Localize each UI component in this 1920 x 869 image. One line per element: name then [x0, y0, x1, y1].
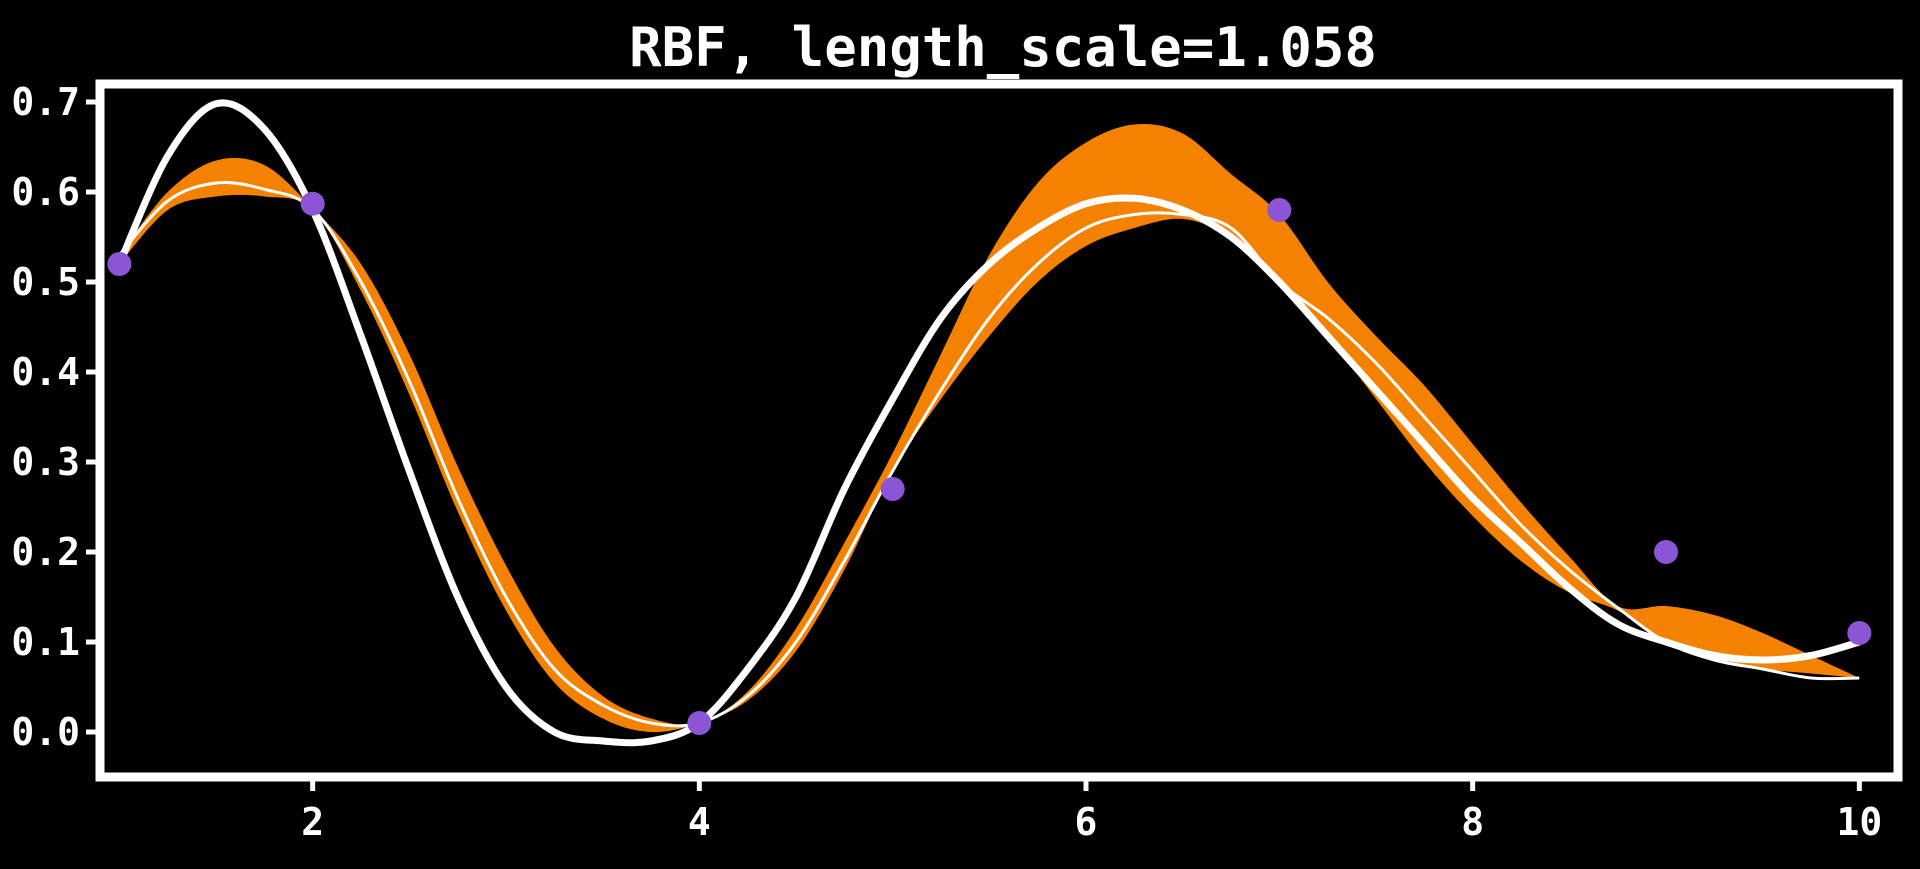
x-tick-label: 6 [1075, 800, 1098, 844]
y-tick-label: 0.5 [11, 260, 80, 304]
y-tick-label: 0.1 [11, 620, 80, 664]
x-tick-label: 2 [301, 800, 324, 844]
observation-point [687, 711, 711, 735]
y-tick-label: 0.6 [11, 170, 80, 214]
y-tick-label: 0.0 [11, 710, 80, 754]
observation-point [301, 192, 325, 216]
chart-title: RBF, length_scale=1.058 [629, 16, 1377, 79]
y-tick-label: 0.7 [11, 80, 80, 124]
observation-point [1267, 198, 1291, 222]
y-tick-label: 0.4 [11, 350, 80, 394]
observation-point [881, 477, 905, 501]
observation-point [107, 252, 131, 276]
y-tick-label: 0.2 [11, 530, 80, 574]
x-tick-label: 10 [1836, 800, 1882, 844]
y-tick-label: 0.3 [11, 440, 80, 484]
x-tick-label: 4 [688, 800, 711, 844]
observation-point [1654, 540, 1678, 564]
x-tick-label: 8 [1461, 800, 1484, 844]
observation-point [1847, 621, 1871, 645]
